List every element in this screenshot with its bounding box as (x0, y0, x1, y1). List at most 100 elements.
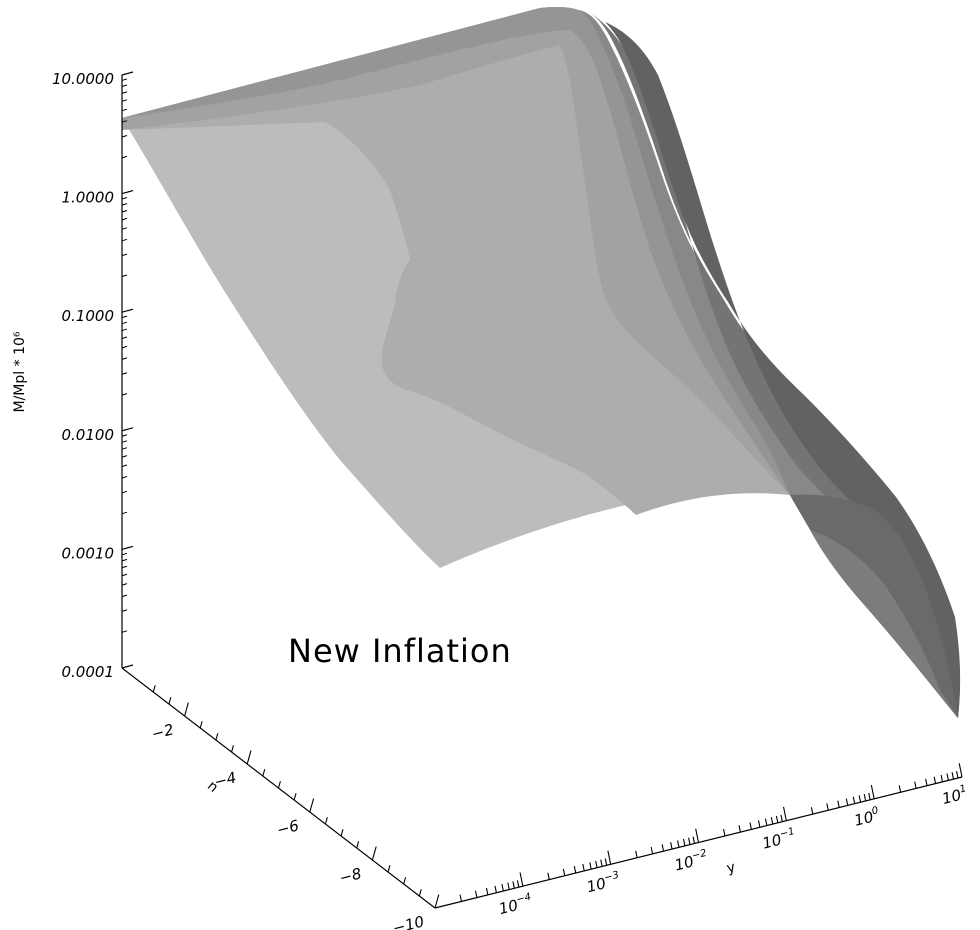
y-minor-tick (582, 863, 585, 872)
surface (122, 6, 961, 719)
y-minor-tick (845, 798, 849, 806)
z-tick-mark (121, 545, 134, 550)
y-minor-tick (858, 795, 862, 803)
surface-front-mid (810, 530, 958, 718)
z-minor-tick (121, 558, 128, 562)
z-minor-tick (121, 357, 128, 360)
y-axis-title: y (725, 859, 737, 877)
y-minor-tick (868, 792, 871, 800)
y-minor-tick (775, 815, 779, 823)
y-minor-tick (682, 838, 686, 846)
z-minor-tick (121, 274, 128, 277)
n-tick-label: −6 (275, 816, 301, 839)
z-minor-tick (121, 511, 128, 515)
z-tick-mark (121, 190, 134, 195)
z-minor-tick (121, 455, 128, 458)
z-minor-tick (121, 630, 128, 633)
y-tick-label: 10−3 (585, 870, 622, 897)
z-minor-tick (121, 372, 128, 375)
y-minor-tick (940, 774, 944, 782)
n-minor-tick (262, 769, 266, 777)
z-minor-tick (121, 91, 128, 94)
plot-annotation: New Inflation (288, 632, 512, 670)
y-tick-exponent: 1 (959, 783, 968, 795)
n-minor-tick (340, 829, 344, 837)
n-tick-label: −2 (150, 720, 176, 743)
y-tick-base: 10 (852, 808, 875, 830)
y-minor-tick (516, 880, 520, 888)
n-tick-mark (434, 894, 440, 909)
y-minor-tick (951, 772, 955, 780)
y-minor-tick (459, 894, 462, 902)
y-minor-tick (474, 890, 478, 898)
y-tick-mark (519, 872, 524, 887)
z-minor-tick (121, 99, 128, 102)
y-minor-tick (852, 796, 856, 804)
y-minor-tick (485, 887, 489, 895)
y-minor-tick (826, 803, 829, 811)
z-minor-tick (121, 393, 128, 396)
y-minor-tick (501, 884, 504, 892)
n-axis-ticks: −2 −4 −6 −8 −10 (150, 685, 440, 930)
y-tick-mark (870, 785, 875, 799)
y-tick-exponent: −1 (779, 826, 796, 840)
surface-band-2 (122, 6, 959, 719)
y-tick-exponent: −4 (515, 892, 532, 906)
y-tick-mark (607, 850, 612, 865)
n-minor-tick (168, 697, 172, 705)
z-tick-mark (121, 427, 134, 432)
z-minor-tick (121, 328, 128, 332)
z-minor-tick (121, 490, 128, 494)
y-minor-tick (512, 881, 515, 889)
n-minor-tick (403, 877, 407, 885)
z-axis-ticks: 10.0000 1.0000 0.1000 0.0100 0.0010 0.0001 (52, 70, 134, 681)
z-minor-tick (121, 476, 128, 479)
n-minor-tick (324, 817, 328, 825)
n-minor-tick (293, 793, 297, 801)
z-minor-tick (121, 447, 128, 450)
n-minor-tick (152, 685, 156, 693)
z-minor-tick (121, 321, 128, 325)
n-tick-mark (246, 750, 252, 765)
y-tick-mark (695, 828, 700, 843)
y-tick-base: 10 (497, 896, 520, 918)
y-minor-tick (863, 793, 867, 802)
y-tick-exponent: 0 (871, 805, 880, 817)
y-minor-tick (837, 800, 840, 808)
z-minor-tick (121, 253, 128, 257)
n-tick-mark (371, 846, 377, 861)
y-minor-tick (604, 858, 608, 866)
z-minor-tick (121, 217, 128, 221)
y-tick-base: 10 (940, 786, 963, 808)
n-minor-tick (199, 721, 203, 729)
z-minor-tick (121, 238, 128, 242)
y-minor-tick (677, 840, 680, 848)
z-minor-tick (121, 573, 128, 577)
y-minor-tick (547, 872, 550, 880)
n-minor-tick (387, 865, 391, 873)
z-minor-tick (121, 84, 128, 87)
y-tick-exponent: −3 (603, 870, 620, 884)
z-minor-tick (121, 315, 128, 319)
y-tick-exponent: −2 (691, 848, 708, 862)
z-minor-tick (121, 434, 128, 437)
z-minor-tick (121, 227, 128, 230)
y-minor-tick (780, 814, 783, 822)
y-minor-tick (494, 885, 497, 893)
z-minor-tick (121, 108, 128, 112)
y-minor-tick (933, 776, 937, 784)
y-minor-tick (898, 785, 902, 793)
z-minor-tick (121, 583, 128, 586)
y-minor-tick (600, 859, 603, 867)
z-minor-tick (121, 197, 128, 200)
y-minor-tick (507, 882, 510, 890)
y-tick-label: 10−4 (497, 892, 534, 919)
z-tick-mark (121, 308, 134, 313)
y-minor-tick (723, 828, 726, 837)
z-axis-title: M/Mpl * 10⁶ (12, 331, 28, 412)
z-minor-tick (121, 209, 128, 213)
y-tick-base: 10 (585, 874, 608, 896)
z-minor-tick (121, 155, 128, 159)
